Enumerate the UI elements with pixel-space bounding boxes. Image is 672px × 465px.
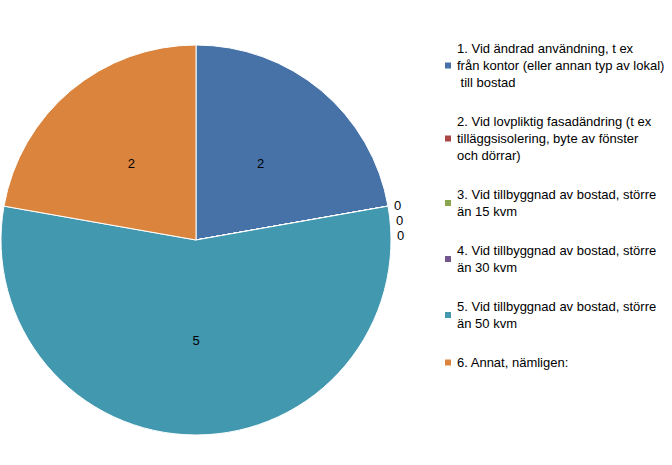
svg-text:4. Vid tillbyggnad av bostad,: 4. Vid tillbyggnad av bostad, större	[457, 243, 660, 258]
svg-text:3. Vid tillbyggnad av bostad,: 3. Vid tillbyggnad av bostad, större	[457, 187, 660, 202]
svg-text:än 30 kvm: än 30 kvm	[457, 260, 517, 275]
svg-text:än 50 kvm: än 50 kvm	[457, 316, 517, 331]
svg-text:6. Annat, nämligen:: 6. Annat, nämligen:	[457, 355, 568, 370]
svg-text:1. Vid ändrad användning, t ex: 1. Vid ändrad användning, t ex	[457, 41, 637, 56]
svg-text:5: 5	[192, 333, 199, 348]
svg-text:0: 0	[397, 228, 404, 243]
svg-text:2: 2	[257, 156, 264, 171]
svg-text:2. Vid lovpliktig fasadändring: 2. Vid lovpliktig fasadändring (t ex	[457, 114, 655, 129]
svg-text:5. Vid tillbyggnad av bostad,: 5. Vid tillbyggnad av bostad, större	[457, 299, 660, 314]
svg-text:0: 0	[394, 198, 401, 213]
svg-text:0: 0	[396, 213, 403, 228]
svg-text:2: 2	[128, 156, 135, 171]
svg-text:från kontor (eller annan typ a: från kontor (eller annan typ av lokal)	[457, 58, 664, 73]
svg-text:och dörrar): och dörrar)	[457, 148, 521, 163]
svg-text:tilläggsisolering, byte av fön: tilläggsisolering, byte av fönster	[457, 131, 642, 146]
svg-text:till bostad: till bostad	[457, 75, 516, 90]
svg-text:än 15 kvm: än 15 kvm	[457, 204, 517, 219]
